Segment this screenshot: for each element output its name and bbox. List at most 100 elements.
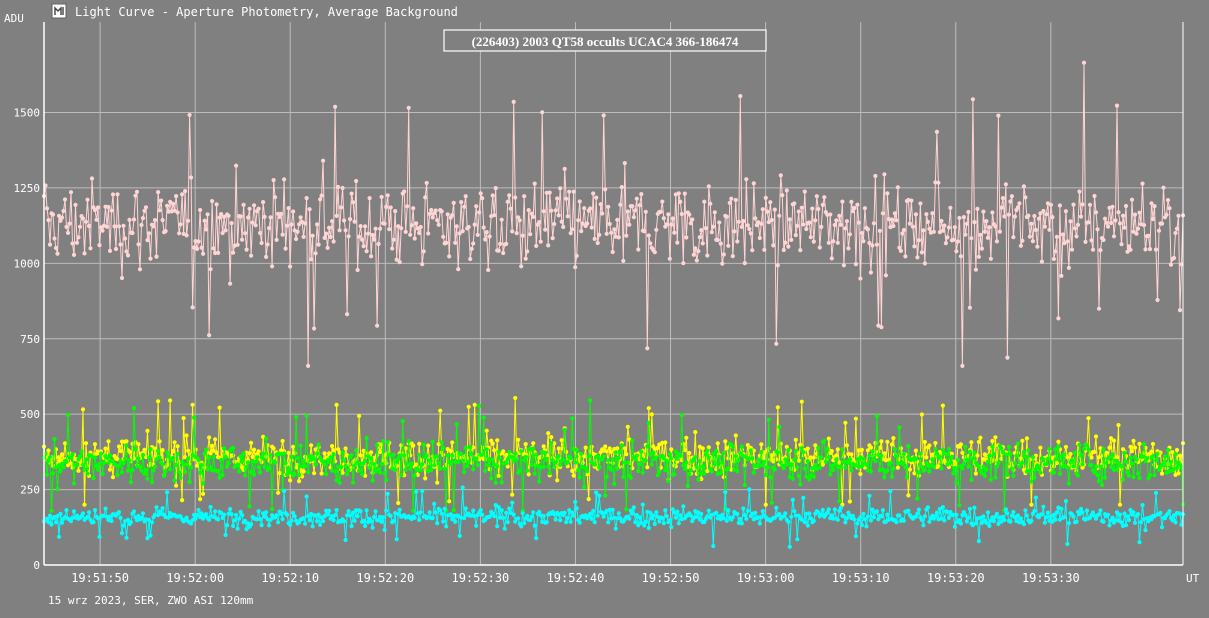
data-point [268,517,273,522]
data-point [438,466,443,471]
data-point [259,454,264,460]
data-point [784,188,789,193]
data-point [639,520,644,525]
data-point [118,515,123,521]
data-point [270,264,275,269]
data-point [811,239,816,244]
data-point [547,190,552,195]
data-point [745,223,750,228]
data-point [456,460,461,465]
data-point [745,443,750,448]
data-point [152,464,158,469]
data-point [64,459,69,464]
data-point [577,199,582,204]
data-point [775,263,780,268]
data-point [321,519,326,524]
data-point [82,502,87,507]
data-point [652,250,657,255]
x-tick-label: 19:52:40 [547,571,605,585]
data-point [967,305,973,310]
data-point [511,512,516,517]
data-point [802,189,807,194]
data-point [567,508,572,513]
data-point [1107,523,1112,528]
data-point [784,444,789,449]
series-1 [41,60,1186,368]
data-point [402,473,407,478]
data-point [192,415,197,420]
data-point [513,451,518,456]
data-point [987,523,992,529]
data-point [891,436,896,441]
data-point [1081,446,1087,451]
data-point [952,524,958,529]
data-point [1032,508,1037,514]
data-point [889,217,895,222]
data-point [720,261,725,266]
data-point [1072,450,1078,455]
data-point [382,221,387,226]
data-point [778,460,783,465]
data-point [940,505,946,510]
data-point [80,216,86,221]
data-point [1065,541,1070,547]
data-point [607,221,612,227]
data-point [234,512,239,518]
data-point [1050,215,1055,220]
data-point [942,223,947,228]
x-tick-label: 19:52:00 [166,571,224,585]
data-point [352,219,357,224]
data-point [499,480,504,485]
data-point [321,158,326,163]
data-point [517,468,522,473]
data-point [712,462,717,467]
data-point [1162,454,1168,459]
data-point [684,435,689,440]
data-point [832,462,837,467]
data-point [1020,438,1025,443]
data-point [333,513,338,518]
data-point [1132,445,1138,450]
data-point [730,254,735,259]
data-point [562,166,567,171]
data-point [582,484,587,490]
data-point [984,520,989,526]
data-point [238,454,243,459]
data-point [492,514,497,519]
data-point [1078,453,1084,458]
data-point [118,448,123,454]
data-point [868,445,874,450]
data-point [232,518,237,523]
data-point [631,215,636,220]
data-point [235,526,240,531]
data-point [367,465,372,470]
data-point [493,186,498,191]
data-point [598,202,603,207]
data-point [733,433,738,438]
data-point [198,497,203,502]
data-point [1114,467,1120,472]
data-point [409,223,414,228]
data-point [705,448,710,453]
data-point [510,492,515,497]
data-point [619,185,624,190]
data-point [475,232,480,237]
data-point [514,457,519,462]
data-point [757,235,762,241]
data-point [1132,520,1138,526]
data-point [765,465,770,470]
data-point [777,213,782,218]
data-point [718,470,723,475]
data-point [124,249,129,254]
data-point [889,474,895,479]
data-point [397,453,402,458]
data-point [667,256,672,261]
data-point [496,449,501,454]
data-point [511,99,516,104]
data-point [811,474,816,479]
data-point [288,478,293,483]
data-point [241,202,246,207]
data-point [565,459,570,465]
data-point [331,452,336,457]
data-point [343,228,348,233]
